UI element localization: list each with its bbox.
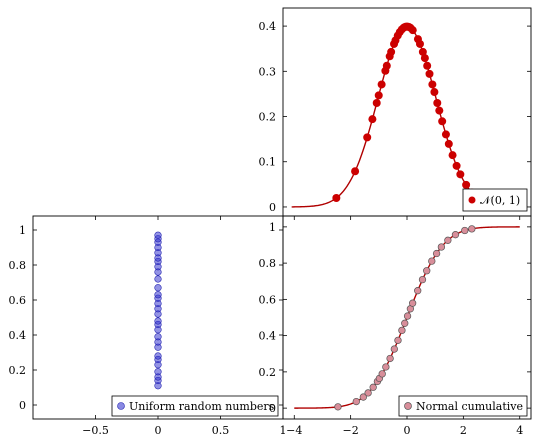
data-point (451, 231, 460, 239)
data-point (378, 370, 386, 378)
data-point (425, 69, 434, 78)
y-tick-label: 0.2 (9, 364, 27, 377)
data-point (154, 291, 162, 299)
x-tick-label: 2 (460, 424, 467, 437)
data-point (374, 91, 383, 100)
data-point (462, 180, 471, 189)
x-tick-label: 0 (404, 424, 411, 437)
data-point (418, 47, 427, 56)
data-point (382, 363, 390, 371)
x-tick-label: −2 (343, 424, 359, 437)
y-tick-label: 0.4 (259, 330, 277, 343)
data-point (372, 99, 381, 108)
data-point (359, 393, 367, 401)
y-tick-label: 0.6 (9, 294, 27, 307)
x-tick-label: −4 (286, 424, 302, 437)
legend-marker (404, 402, 412, 410)
y-tick-label: 0.2 (259, 111, 277, 124)
data-point (332, 194, 341, 203)
data-point (364, 389, 372, 397)
legend-label: Normal cumulative (416, 400, 523, 413)
legend-box (462, 188, 528, 212)
y-tick-label: 0.8 (9, 259, 27, 272)
y-tick-label: 0.3 (259, 65, 277, 78)
data-point (423, 61, 432, 70)
data-point (387, 47, 396, 56)
data-point (386, 354, 394, 363)
y-tick-label: 0 (269, 402, 276, 415)
data-point (448, 151, 457, 160)
data-point (154, 368, 162, 376)
data-point (441, 130, 450, 139)
data-point (334, 403, 342, 411)
y-tick-label: 0 (269, 201, 276, 214)
y-tick-label: 0.4 (9, 329, 27, 342)
data-point (154, 352, 162, 360)
data-point (352, 397, 360, 406)
data-point (432, 249, 441, 258)
data-point (390, 345, 398, 353)
y-tick-label: 0.1 (259, 156, 277, 169)
legend-marker (117, 402, 125, 410)
y-tick-label: 1 (19, 224, 26, 237)
data-point (408, 299, 417, 307)
x-tick-label: 0.5 (212, 424, 230, 437)
data-point (428, 80, 437, 89)
data-point (433, 99, 442, 108)
data-point (403, 312, 412, 320)
y-tick-label: 0.4 (259, 20, 277, 33)
data-point (154, 317, 162, 325)
y-tick-label: 0.2 (259, 366, 277, 379)
data-point (154, 231, 162, 239)
data-point (456, 170, 465, 179)
legend-label: 𝒩(0, 1) (480, 194, 520, 207)
data-point (430, 88, 439, 97)
data-point (408, 26, 417, 35)
data-point (435, 106, 444, 115)
data-point (394, 336, 402, 344)
x-tick-label: 1 (280, 424, 287, 437)
data-point (154, 333, 162, 341)
x-tick-label: −0.5 (82, 424, 109, 437)
data-point (418, 275, 427, 284)
data-point (414, 287, 422, 295)
data-point (415, 39, 424, 48)
series-curve (291, 25, 523, 208)
data-point (438, 117, 447, 126)
data-point (377, 80, 386, 89)
y-tick-label: 0.8 (259, 257, 277, 270)
x-tick-label: 4 (516, 424, 523, 437)
data-point (368, 115, 377, 124)
data-point (420, 54, 429, 63)
x-tick-label: 0 (155, 424, 162, 437)
legend-label: Uniform random numbers (129, 400, 275, 413)
axis-frame (282, 7, 532, 217)
y-tick-label: 0 (19, 399, 26, 412)
data-point (452, 161, 461, 170)
data-point (363, 133, 372, 142)
legend-box (398, 395, 528, 417)
data-point (154, 275, 162, 283)
data-point (444, 236, 452, 244)
legend-marker (468, 196, 476, 204)
data-point (423, 267, 431, 275)
data-point (444, 139, 453, 148)
uniform-random-panel: 0 0.2 0.4 0.6 0.8 1 −0.5 0 0.5 1 Uniform random nu… (9, 215, 287, 437)
data-point (468, 225, 476, 233)
data-point (437, 243, 446, 251)
legend-box (111, 395, 279, 417)
data-point (401, 319, 409, 327)
y-tick-label: 1 (269, 221, 276, 234)
data-point (382, 61, 391, 70)
data-point (398, 326, 406, 335)
normal-pdf-panel: 0 0.1 0.2 0.3 0.4 𝒩(0, 1) (259, 7, 532, 217)
data-point (369, 383, 377, 391)
data-point (461, 226, 469, 235)
data-point (428, 257, 436, 265)
y-tick-label: 0.6 (259, 293, 277, 306)
data-point (351, 167, 360, 176)
data-point (154, 284, 162, 292)
